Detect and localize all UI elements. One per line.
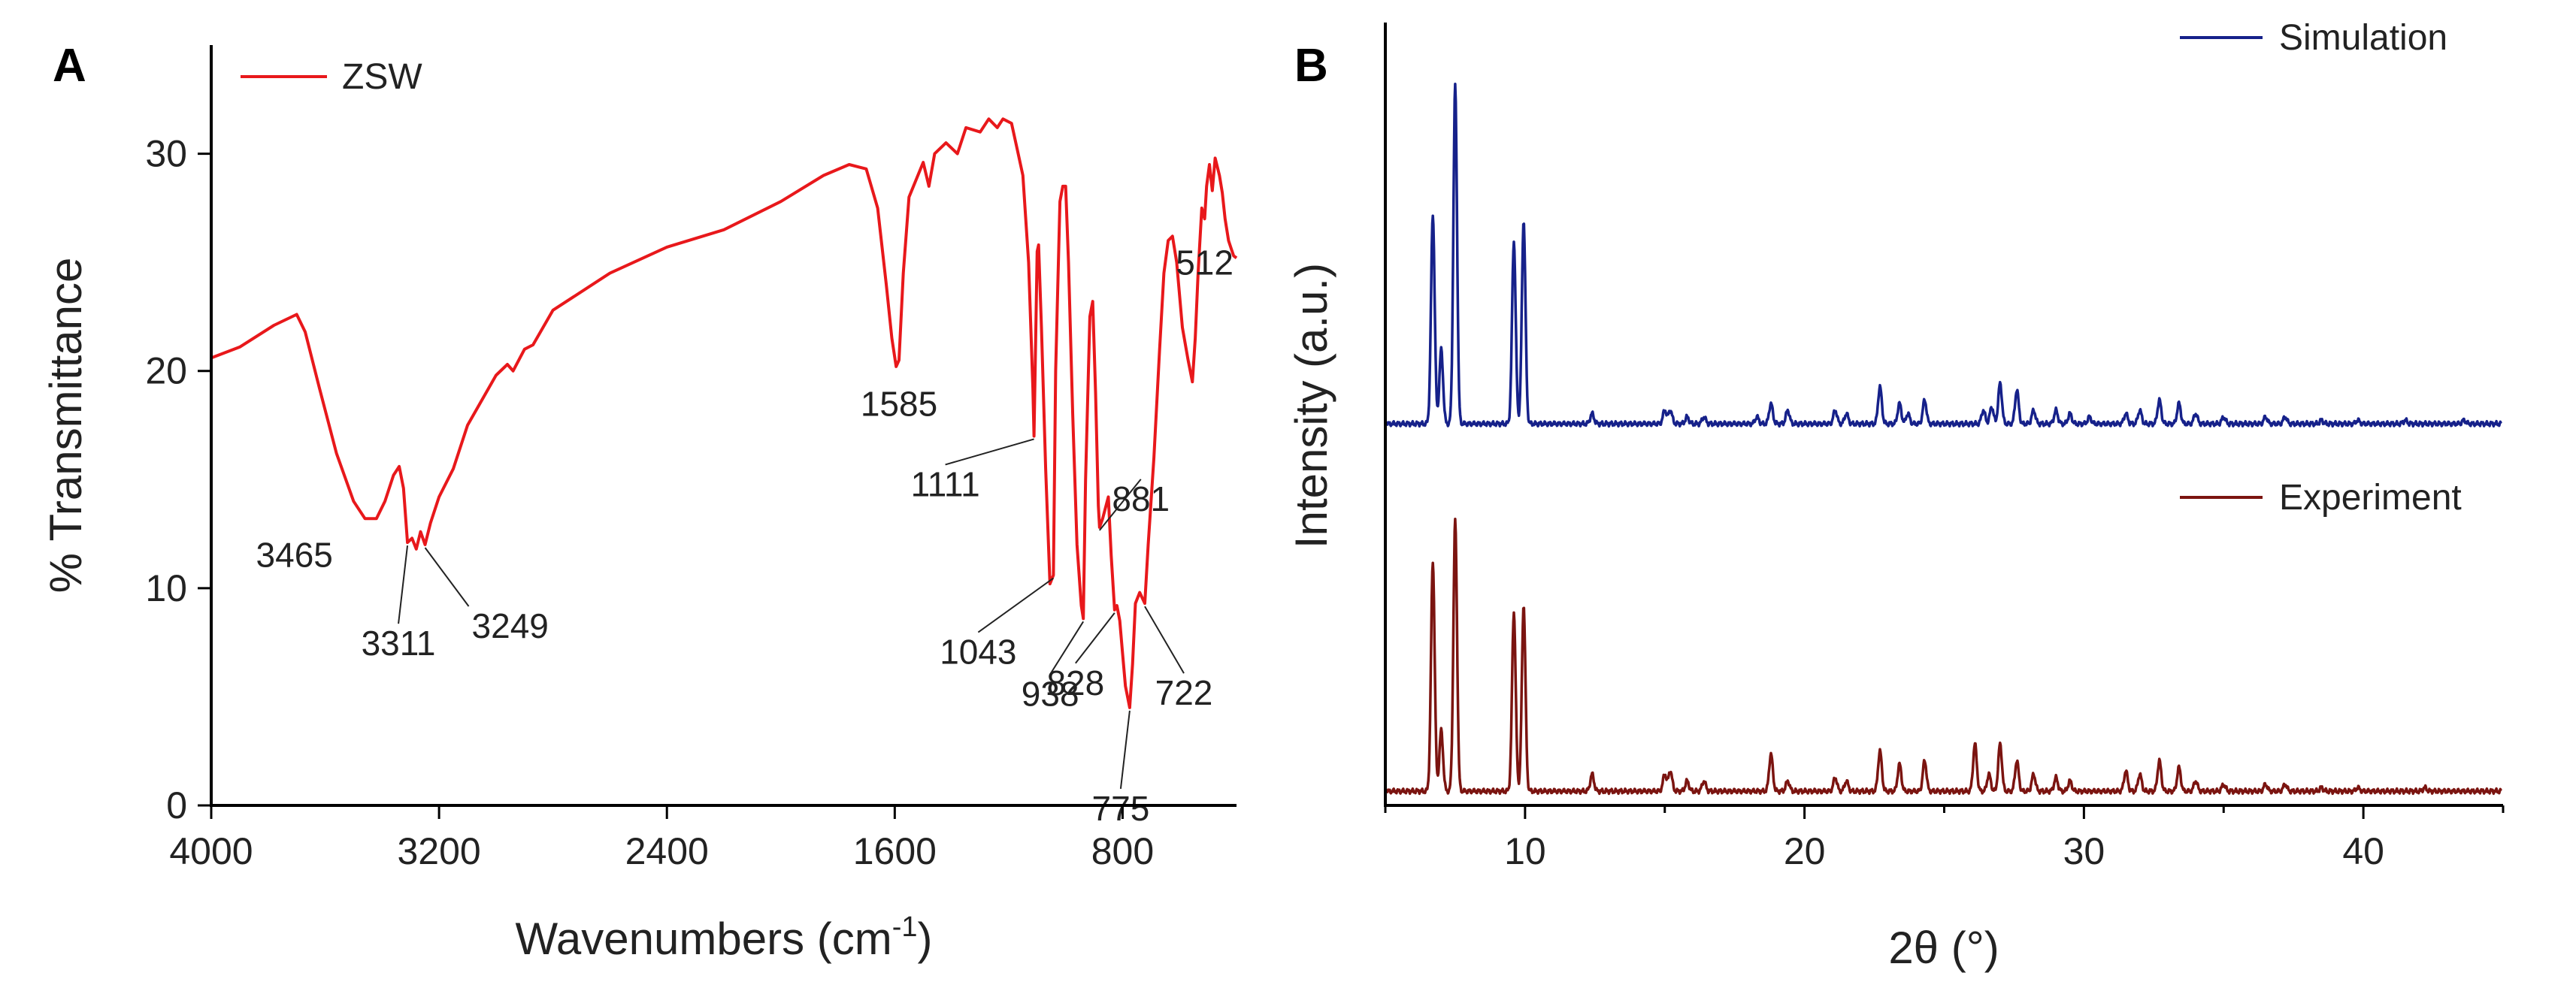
x-ticks: 10 20 30 40 <box>1384 805 2505 872</box>
x-axis-title: Wavenumbers (cm-1) <box>516 911 933 964</box>
peak-label: 775 <box>1092 789 1150 828</box>
x-tick-label: 3200 <box>397 830 480 872</box>
peak-leader-line <box>1144 606 1185 674</box>
legend-label-experiment: Experiment <box>2279 478 2462 518</box>
y-tick-label: 0 <box>166 784 187 826</box>
panel-b-letter: B <box>1294 40 1328 92</box>
peak-label: 1111 <box>911 464 980 503</box>
ir-spectrum-line <box>210 117 1238 709</box>
peak-leader-line <box>1075 612 1115 664</box>
x-tick-label: 40 <box>2342 830 2384 872</box>
peak-leader-line <box>945 438 1034 466</box>
y-ticks: 0 10 20 30 <box>145 133 211 826</box>
x-tick-label: 4000 <box>169 830 253 872</box>
panel-a-letter: A <box>53 40 86 92</box>
x-tick-label: 2400 <box>625 830 709 872</box>
experiment-pattern-line <box>1385 518 2502 796</box>
simulation-pattern-line <box>1385 83 2502 428</box>
peak-label: 3249 <box>472 606 549 645</box>
y-tick-label: 20 <box>145 350 187 392</box>
peak-label: 881 <box>1112 479 1170 518</box>
peak-label: 938 <box>1022 674 1079 713</box>
x-ticks: 4000 3200 2400 1600 800 <box>169 805 1154 872</box>
x-tick-label: 30 <box>2063 830 2105 872</box>
x-tick-label: 800 <box>1091 830 1154 872</box>
y-axis-title: Intensity (a.u.) <box>1286 263 1336 548</box>
peak-label: 1585 <box>861 384 937 423</box>
legend-label-zsw: ZSW <box>342 57 422 97</box>
y-tick-label: 30 <box>145 133 187 175</box>
peak-leader-line <box>977 577 1054 633</box>
peak-leader-line <box>424 547 470 607</box>
peak-label: 828 <box>1046 663 1104 702</box>
peak-label: 3465 <box>256 535 333 574</box>
peak-leader-line <box>1119 710 1131 790</box>
peak-leader-line <box>1049 621 1085 675</box>
peak-label: 512 <box>1176 243 1234 282</box>
x-tick-label: 1600 <box>853 830 937 872</box>
legend-label-simulation: Simulation <box>2279 18 2447 58</box>
y-tick-label: 10 <box>145 567 187 609</box>
peak-label: 1043 <box>940 633 1016 672</box>
panel-b: B 10 20 30 40 Simulation Experiment 2θ (°) … <box>1286 18 2505 973</box>
x-axis-title: 2θ (°) <box>1888 923 1999 973</box>
peak-leader-line <box>1098 479 1142 531</box>
x-tick-label: 10 <box>1504 830 1546 872</box>
peak-label: 722 <box>1155 673 1213 712</box>
peak-label: 3311 <box>362 624 436 663</box>
y-axis-title: % Transmittance <box>41 258 91 594</box>
x-tick-label: 20 <box>1784 830 1826 872</box>
peak-leader-line <box>398 545 409 624</box>
